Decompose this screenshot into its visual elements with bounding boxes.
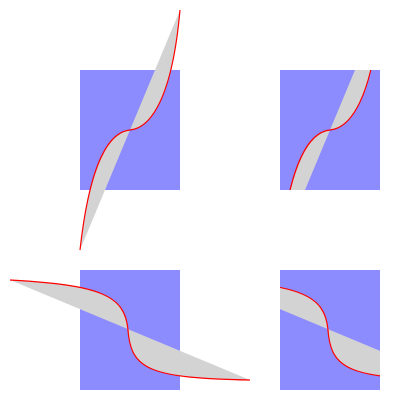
curve-bottom-left [9,279,251,381]
panel-top-right [280,70,380,190]
panel-top-left [79,9,181,251]
curve-top-right [289,70,372,190]
band-bottom-right [280,287,380,376]
band-bottom-left [10,280,250,380]
curve-bottom-right [280,286,380,377]
panel-bottom-right [280,270,380,390]
band-top-right [290,70,371,190]
panel-bottom-left [9,270,251,390]
curve-top-left [79,9,181,251]
